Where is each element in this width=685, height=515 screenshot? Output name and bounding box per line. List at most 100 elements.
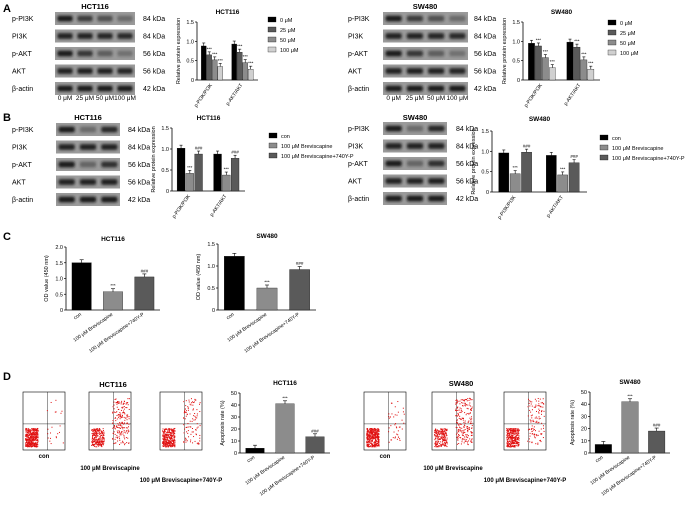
flow-event-dot [377, 428, 379, 430]
x-category-label: con [225, 312, 235, 322]
flow-event-dot [511, 439, 513, 441]
flow-event-dot [128, 442, 130, 444]
flow-event-dot [117, 414, 119, 416]
flow-event-dot [378, 443, 380, 445]
flow-event-dot [511, 442, 513, 444]
flow-event-dot [440, 445, 442, 447]
y-tick-label: 1.0 [207, 264, 215, 270]
flow-event-dot [444, 439, 446, 441]
flow-event-dot [25, 434, 27, 436]
bar [594, 444, 612, 454]
flow-event-dot [194, 419, 196, 421]
flow-event-dot [441, 434, 443, 436]
flow-event-dot [119, 443, 121, 445]
chart-title: SW480 [551, 9, 573, 16]
flow-event-dot [374, 444, 376, 446]
flow-event-dot [33, 442, 35, 444]
flow-event-dot [459, 411, 461, 413]
flow-event-dot [536, 420, 538, 422]
flow-event-dot [465, 414, 467, 416]
flow-event-dot [373, 445, 375, 447]
flow-event-dot [98, 439, 100, 441]
blot-band [57, 68, 73, 74]
blot-background [55, 47, 135, 60]
flow-event-dot [467, 444, 469, 446]
flow-event-dot [100, 445, 102, 447]
flow-event-dot [512, 428, 514, 430]
chart-title: SW480 [256, 233, 278, 240]
flow-event-dot [91, 438, 93, 440]
flow-event-dot [455, 400, 457, 402]
flow-event-dot [457, 437, 459, 439]
flow-event-dot [507, 434, 509, 436]
flow-event-dot [375, 436, 377, 438]
significance-mark: ### [231, 150, 239, 155]
protein-label: β-actin [348, 86, 369, 93]
flow-event-dot [118, 436, 120, 438]
flow-event-dot [30, 434, 32, 436]
flow-event-dot [435, 431, 437, 433]
flow-event-dot [464, 403, 466, 405]
blot-band [117, 85, 133, 92]
flow-sample-label: 100 μM Breviscapine [80, 466, 140, 472]
flow-event-dot [506, 437, 508, 439]
flow-event-dot [166, 428, 168, 430]
flow-event-dot [506, 431, 508, 433]
flow-event-dot [460, 437, 462, 439]
flow-event-dot [512, 437, 514, 439]
flow-event-dot [35, 438, 37, 440]
flow-event-dot [516, 443, 518, 445]
flow-event-dot [466, 400, 468, 402]
flow-event-dot [455, 408, 457, 410]
legend-label: 100 μM Breviscapine+740Y-P [612, 156, 685, 162]
blot-band [385, 178, 402, 184]
flow-event-dot [463, 421, 465, 423]
flow-event-dot [374, 436, 376, 438]
flow-event-dot [511, 437, 513, 439]
flow-event-dot [95, 430, 97, 432]
concentration-label: 25 μM [406, 95, 424, 102]
flow-event-dot [123, 422, 125, 424]
y-tick-label: 0 [212, 308, 215, 314]
flow-event-dot [31, 434, 33, 436]
flow-event-dot [164, 429, 166, 431]
flow-event-dot [508, 446, 510, 448]
flow-event-dot [445, 432, 447, 434]
flow-event-dot [30, 444, 32, 446]
flow-event-dot [460, 430, 462, 432]
flow-event-dot [469, 398, 471, 400]
flow-event-dot [167, 430, 169, 432]
flow-event-dot [168, 434, 170, 436]
flow-event-dot [28, 442, 30, 444]
flow-event-dot [438, 430, 440, 432]
flow-event-dot [102, 436, 104, 438]
flow-event-dot [190, 404, 192, 406]
flow-event-dot [55, 399, 57, 401]
flow-event-dot [441, 439, 443, 441]
flow-event-dot [370, 432, 372, 434]
flow-event-dot [367, 441, 369, 443]
flow-event-dot [97, 444, 99, 446]
flow-event-dot [186, 413, 188, 415]
flow-event-dot [508, 438, 510, 440]
flow-event-dot [166, 444, 168, 446]
flow-event-dot [100, 435, 102, 437]
blot-band [449, 50, 466, 57]
flow-event-dot [32, 437, 34, 439]
flow-event-dot [402, 407, 404, 409]
flow-event-dot [116, 426, 118, 428]
flow-event-dot [467, 428, 469, 430]
flow-event-dot [378, 433, 380, 435]
flow-event-dot [443, 435, 445, 437]
blot-cell-line-title: SW480 [413, 2, 438, 11]
flow-event-dot [101, 442, 103, 444]
blot-band [57, 33, 73, 39]
flow-event-dot [464, 438, 466, 440]
flow-event-dot [173, 440, 175, 442]
flow-event-dot [167, 442, 169, 444]
flow-event-dot [26, 434, 28, 436]
flow-event-dot [441, 428, 443, 430]
flow-event-dot [530, 403, 532, 405]
flow-event-dot [468, 412, 470, 414]
y-tick-label: 1.0 [161, 147, 169, 153]
